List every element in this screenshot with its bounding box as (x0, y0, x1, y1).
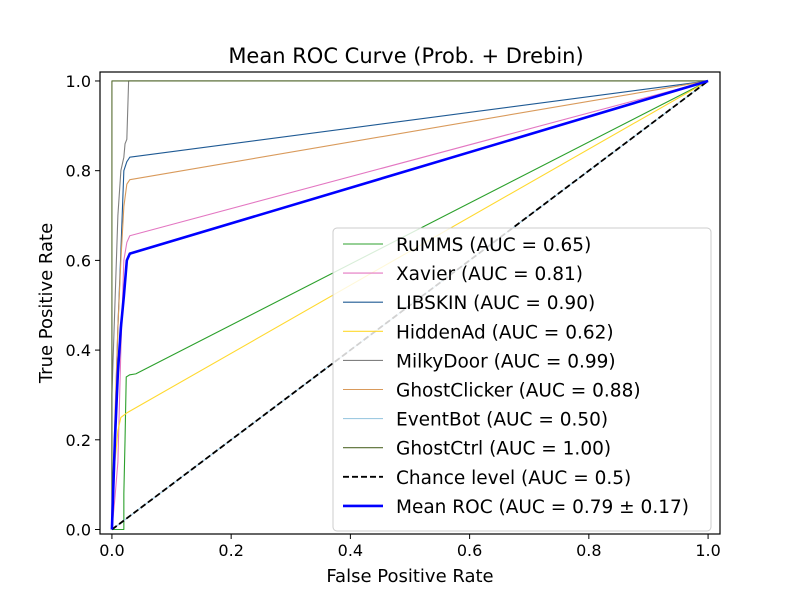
series-line-ghostctrl (111, 80, 709, 530)
series-line-rumms (111, 80, 709, 531)
plot-frame (99, 71, 721, 535)
y-tick-label: 1.0 (66, 72, 91, 91)
legend-label: HiddenAd (AUC = 0.62) (396, 322, 614, 343)
x-tick-label: 0.8 (576, 541, 601, 560)
series-line-mean-roc (110, 79, 709, 530)
series-line-milkydoor (111, 80, 709, 530)
legend-label: Xavier (AUC = 0.81) (396, 264, 583, 285)
x-tick-label: 0.4 (338, 541, 363, 560)
legend-label: Mean ROC (AUC = 0.79 ± 0.17) (396, 497, 689, 518)
x-tick-label: 0.6 (457, 541, 482, 560)
y-tick-label: 0.0 (66, 521, 91, 540)
y-tick-label: 0.8 (66, 162, 91, 181)
legend: RuMMS (AUC = 0.65) Xavier (AUC = 0.81) LIB… (332, 227, 712, 532)
x-tick-label: 0.0 (99, 541, 124, 560)
axis-ticks: 0.0 0.2 0.4 0.6 0.8 1.0 0.0 0.2 0.4 0.6 0.8 1.0 (66, 72, 721, 560)
x-tick-label: 1.0 (695, 541, 720, 560)
legend-box (332, 227, 712, 532)
y-tick-label: 0.2 (66, 431, 91, 450)
legend-label: Chance level (AUC = 0.5) (396, 468, 631, 489)
legend-label: LIBSKIN (AUC = 0.90) (396, 293, 595, 314)
y-axis-label: True Positive Rate (36, 223, 57, 384)
x-tick-label: 0.2 (218, 541, 243, 560)
chart-title: Mean ROC Curve (Prob. + Drebin) (228, 44, 583, 68)
legend-label: EventBot (AUC = 0.50) (396, 410, 608, 431)
legend-label: RuMMS (AUC = 0.65) (396, 235, 591, 256)
legend-label: GhostCtrl (AUC = 1.00) (396, 439, 611, 460)
y-tick-label: 0.6 (66, 251, 91, 270)
x-axis-label: False Positive Rate (326, 566, 493, 587)
legend-label: MilkyDoor (AUC = 0.99) (396, 351, 616, 372)
y-tick-label: 0.4 (66, 341, 91, 360)
legend-label: GhostClicker (AUC = 0.88) (396, 381, 641, 402)
